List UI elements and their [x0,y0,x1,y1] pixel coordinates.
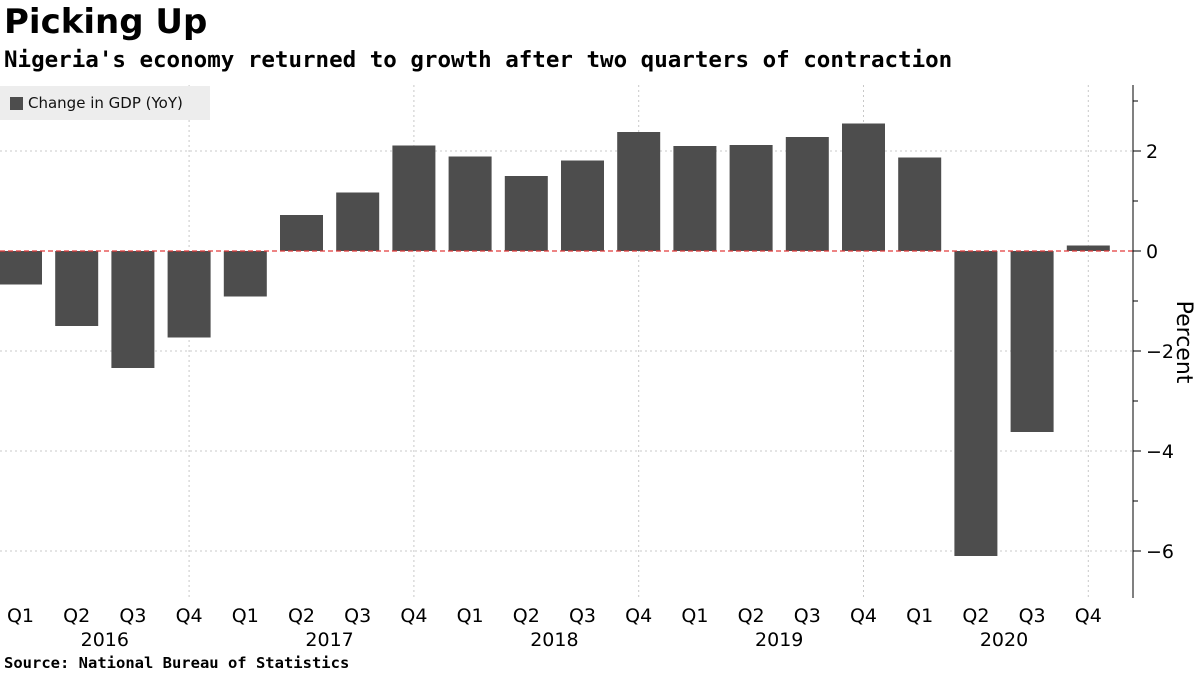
legend: Change in GDP (YoY) [0,86,210,120]
x-year-label: 2016 [81,629,129,651]
x-tick-label: Q1 [681,605,708,627]
x-tick-label: Q3 [569,605,596,627]
chart-subtitle: Nigeria's economy returned to growth aft… [4,47,953,73]
bar [280,215,323,251]
y-axis: 2 0 −2 −4 −6 [1132,85,1174,598]
bar [55,251,99,326]
x-tick-label: Q2 [513,605,540,627]
y-tick-label: −2 [1146,341,1174,363]
x-tick-label: Q4 [625,605,652,627]
bar [785,137,829,251]
bar [673,146,717,251]
bar [561,160,604,251]
bar [898,157,942,251]
bar [1010,251,1054,432]
chart-title: Picking Up [4,2,208,42]
x-tick-label: Q2 [63,605,90,627]
x-tick-label: Q2 [962,605,989,627]
bar [392,145,436,251]
x-tick-label: Q4 [400,605,427,627]
x-year-label: 2018 [530,629,578,651]
x-tick-label: Q1 [232,605,259,627]
bar [167,251,211,338]
x-tick-label: Q4 [176,605,203,627]
x-year-label: 2020 [980,629,1028,651]
x-tick-label: Q4 [850,605,877,627]
bar [504,176,548,251]
x-axis-labels: Q1 Q2 Q3 Q4 Q1 Q2 Q3 Q4 Q1 Q2 Q3 Q4 Q1 Q2 Q3 Q4 Q1 Q2 Q3 Q4… [7,605,1102,651]
y-tick-label: −6 [1146,541,1174,563]
bar [223,251,267,297]
y-tick-label: −4 [1146,441,1174,463]
bar [617,132,661,251]
bar [842,123,885,251]
x-tick-label: Q2 [738,605,765,627]
x-tick-label: Q2 [288,605,315,627]
y-axis-label: Percent [1171,301,1196,384]
x-year-label: 2019 [755,629,803,651]
source-note: Source: National Bureau of Statistics [4,654,350,672]
x-year-label: 2017 [305,629,353,651]
x-tick-label: Q3 [1019,605,1046,627]
x-tick-label: Q4 [1075,605,1102,627]
bar [954,251,998,556]
bar [729,145,773,251]
bar [448,156,492,251]
x-tick-label: Q1 [457,605,484,627]
legend-swatch [10,96,23,110]
x-tick-label: Q3 [794,605,821,627]
y-tick-label: 0 [1146,241,1158,263]
bar [336,192,380,251]
x-tick-label: Q1 [7,605,34,627]
bar [1066,245,1110,251]
y-tick-label: 2 [1146,141,1158,163]
legend-label: Change in GDP (YoY) [28,94,183,112]
bars [0,123,1110,556]
x-tick-label: Q3 [344,605,371,627]
bar [0,251,42,285]
x-tick-label: Q3 [119,605,146,627]
bar [111,251,155,368]
x-tick-label: Q1 [906,605,933,627]
